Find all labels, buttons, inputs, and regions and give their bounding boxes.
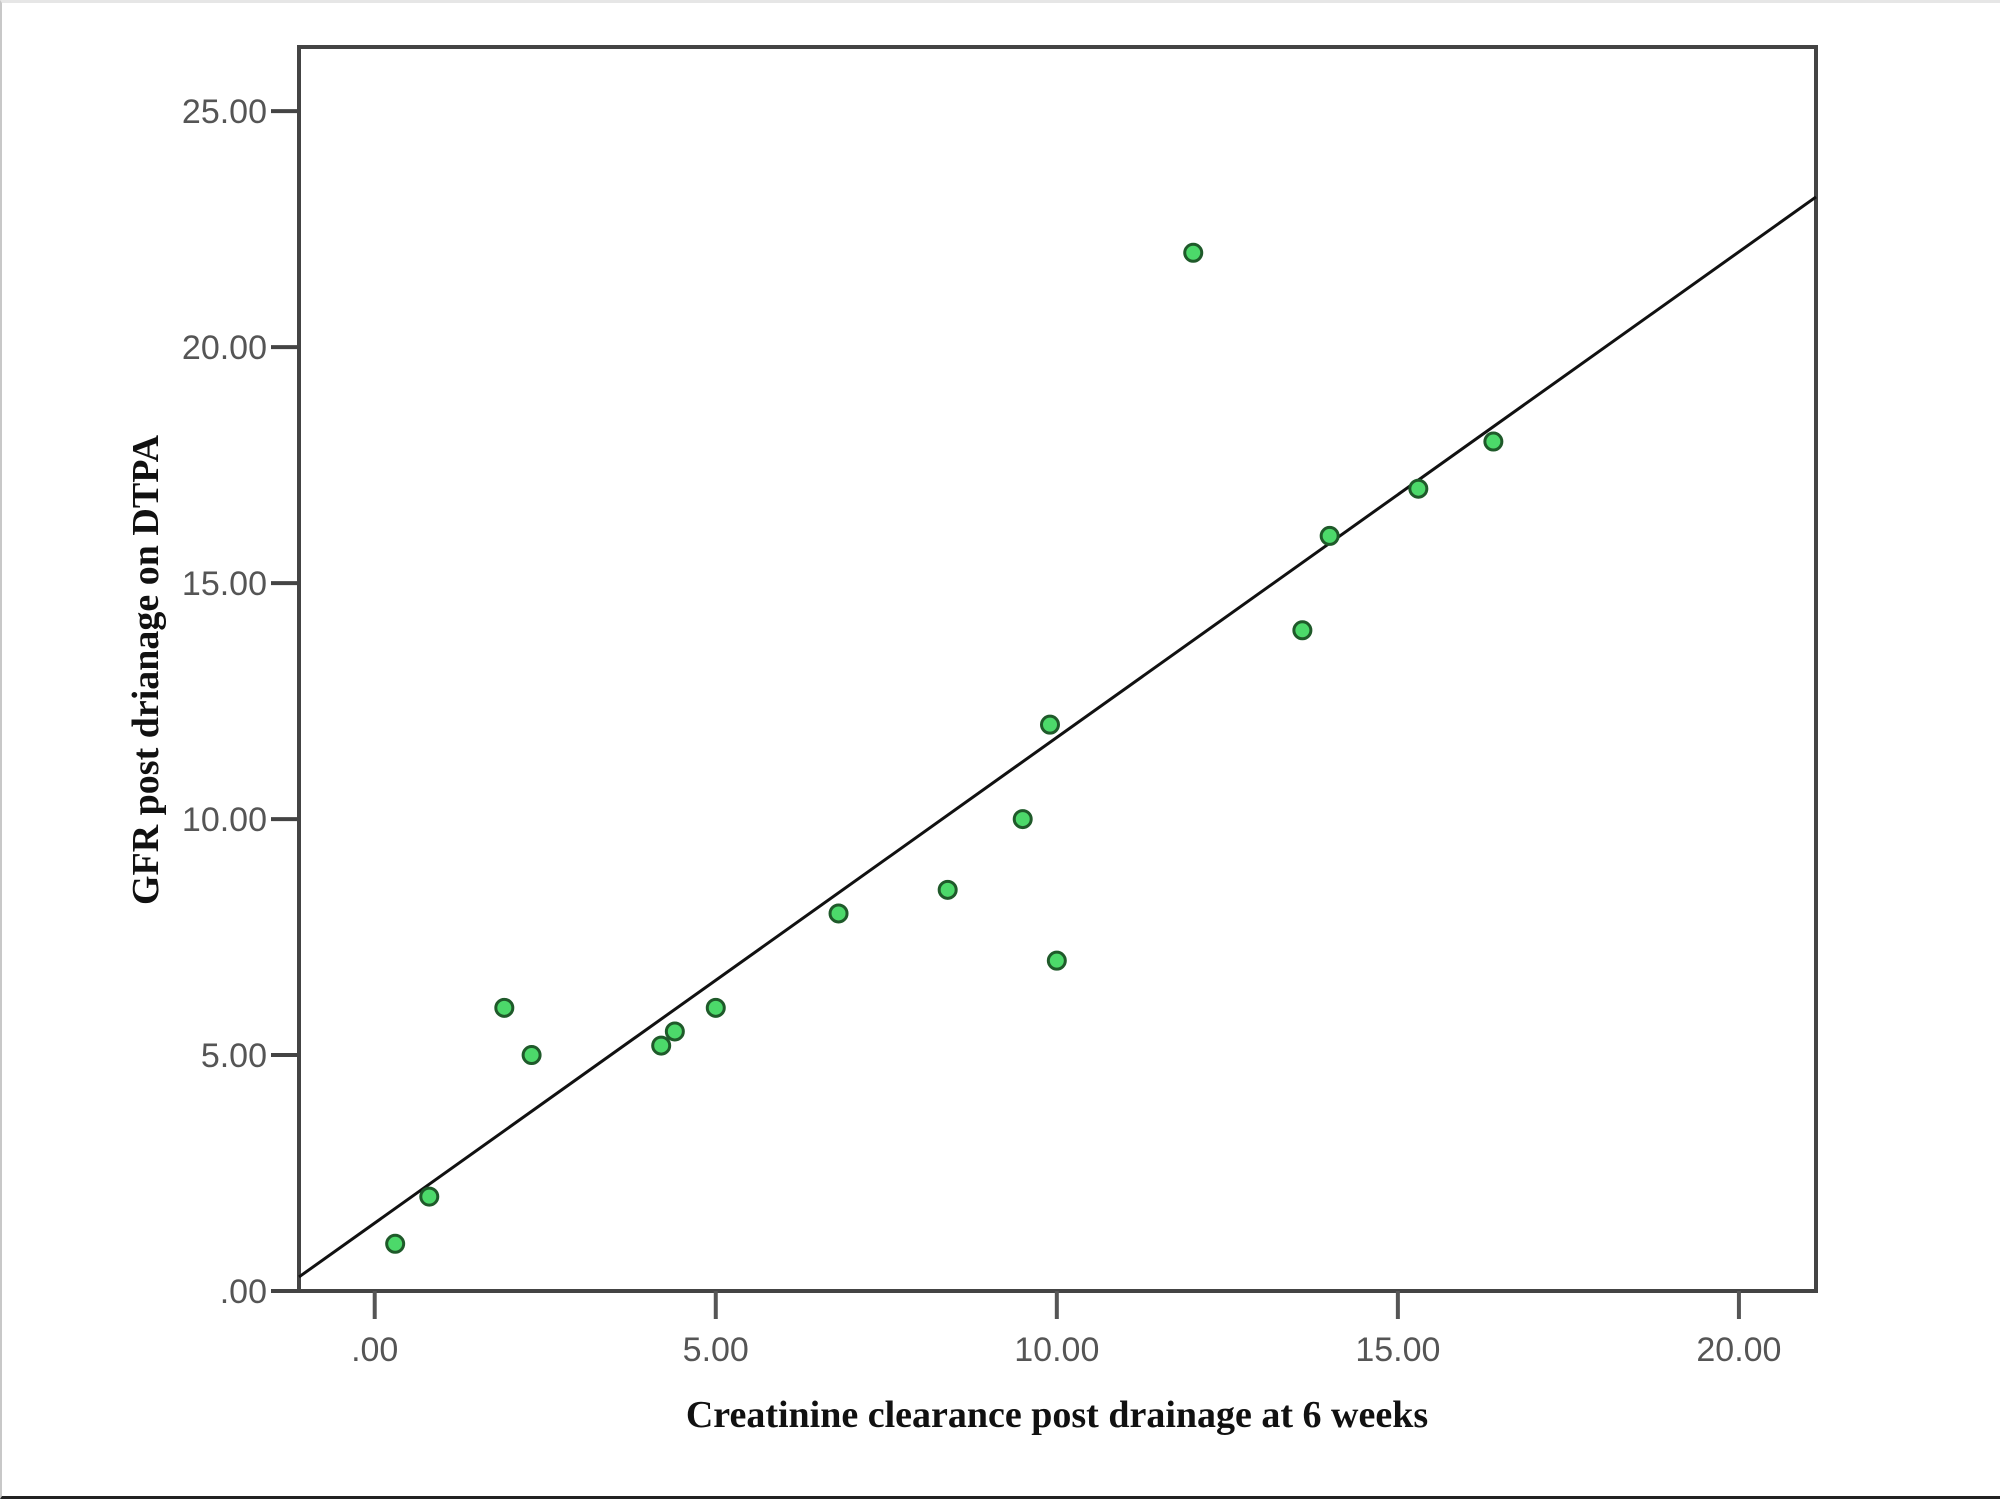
data-point [651,1035,672,1056]
data-points [385,242,1504,1254]
data-point [521,1045,542,1066]
data-point [419,1186,440,1207]
data-point [664,1021,685,1042]
data-point [1408,478,1429,499]
data-point [1012,809,1033,830]
x-axis-title: Creatinine clearance post drainage at 6 … [686,1394,1428,1436]
fit-line [298,195,1817,1279]
x-tick-label: 5.00 [683,1331,749,1369]
y-axis-title: GFR post drianage on DTPA [125,434,167,905]
data-point [1183,242,1204,263]
y-tick-label: .00 [220,1273,267,1311]
x-tick-label: 20.00 [1696,1331,1781,1369]
data-point [705,997,726,1018]
data-point [828,903,849,924]
data-point [385,1233,406,1254]
data-point [1292,620,1313,641]
y-tick-label: 20.00 [182,329,267,367]
data-point [1046,950,1067,971]
data-point [494,997,515,1018]
plot-area [297,45,1818,1293]
plot-frame [297,45,1818,1293]
y-tick-label: 5.00 [201,1037,267,1075]
data-point [1039,714,1060,735]
y-tick-label: 15.00 [182,565,267,603]
y-tick-label: 25.00 [182,93,267,131]
x-tick-label: 15.00 [1355,1331,1440,1369]
x-tick-label: 10.00 [1014,1331,1099,1369]
data-point [1319,525,1340,546]
data-point [1483,431,1504,452]
x-tick-label: .00 [351,1331,398,1369]
data-point [937,879,958,900]
y-tick-label: 10.00 [182,801,267,839]
y-axis: .00 5.00 10.00 15.00 20.00 25.00 [182,93,299,1311]
x-axis: .00 5.00 10.00 15.00 20.00 [351,1291,1781,1369]
regression-line [298,195,1817,1279]
